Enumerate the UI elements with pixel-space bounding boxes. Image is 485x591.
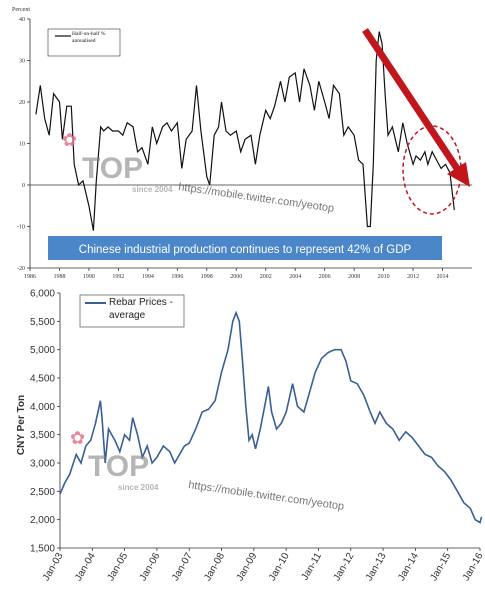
- watermark-logo-text: TOP: [82, 152, 143, 185]
- bottom-x-tick-label: Jan-04: [73, 551, 98, 583]
- decline-callout-ellipse: [402, 125, 462, 215]
- top-legend-box: [47, 28, 121, 57]
- top-y-tick-label: 20: [19, 100, 25, 106]
- top-x-tick-label: 2006: [319, 274, 331, 280]
- top-x-tick-label: 1994: [142, 274, 154, 280]
- watermark-logo-sub: since 2004: [118, 483, 159, 492]
- bottom-series-line: [59, 310, 483, 524]
- top-x-tick-label: 1996: [171, 274, 183, 280]
- top-legend-label: Half-on-half % annualised: [72, 31, 106, 44]
- top-x-tick-label: 2010: [378, 274, 390, 280]
- bottom-x-tick-label: Jan-05: [105, 551, 130, 583]
- top-x-tick-label: 2014: [437, 274, 449, 280]
- top-x-tick-label: 1986: [24, 274, 36, 280]
- top-legend-label-wrap: Half-on-half % annualised: [72, 31, 106, 44]
- bottom-y-tick-label: 1,500: [30, 544, 55, 555]
- top-series-line: [35, 31, 455, 231]
- top-x-tick-label: 2004: [289, 274, 301, 280]
- watermark-top: ✿ TOP since 2004 https://mobile.twitter.…: [62, 130, 335, 215]
- top-x-tick-label: 2008: [348, 274, 360, 280]
- bottom-y-tick-label: 2,000: [30, 515, 55, 526]
- bottom-x-tick-label: Jan-13: [364, 551, 389, 583]
- bottom-x-tick-label: Jan-12: [332, 551, 357, 583]
- top-x-tick-label: 1990: [83, 274, 95, 280]
- watermark-flower-icon: ✿: [62, 130, 77, 151]
- bottom-x-tick-label: Jan-14: [396, 551, 421, 583]
- watermark-logo-text: TOP: [88, 450, 149, 483]
- bottom-x-tick-label: Jan-09: [235, 551, 260, 583]
- watermark-url: https://mobile.twitter.com/yeotop: [178, 181, 335, 215]
- watermark-url: https://mobile.twitter.com/yeotop: [188, 479, 345, 513]
- top-y-tick-label: 30: [19, 59, 25, 65]
- decline-arrow-head: [447, 162, 470, 187]
- bottom-legend-box: [79, 294, 185, 328]
- bottom-x-tick-label: Jan-06: [138, 551, 163, 583]
- bottom-chart: CNY Per Ton 6,000 5,500 5,000 4,500 4,000 3,5…: [16, 289, 485, 583]
- bottom-x-tick-label: Jan-11: [300, 551, 325, 583]
- top-y-tick-label: -10: [17, 225, 25, 231]
- bottom-legend-label-wrap: Rebar Prices - average: [109, 297, 173, 321]
- annotation-banner-text: Chinese industrial production continues …: [79, 244, 412, 256]
- bottom-x-tick-label: Jan-16: [461, 551, 485, 583]
- top-x-tick-label: 1992: [112, 274, 124, 280]
- bottom-y-tick-label: 4,000: [30, 402, 55, 413]
- top-y-tick-label: -20: [17, 266, 25, 272]
- top-x-tick-label: 2012: [407, 274, 419, 280]
- bottom-x-tick-label: Jan-10: [267, 551, 292, 583]
- top-y-tick-label: 10: [19, 142, 25, 148]
- bottom-x-tick-label: Jan-08: [202, 551, 227, 583]
- top-x-tick-label: 1988: [53, 274, 65, 280]
- bottom-legend-label: Rebar Prices - average: [109, 297, 173, 321]
- bottom-y-tick-label: 3,500: [30, 430, 55, 441]
- bottom-y-ticks: 6,000 5,500 5,000 4,500 4,000 3,500 3,000 2,500…: [30, 289, 60, 555]
- decline-arrow: [362, 28, 470, 187]
- annotation-banner: [48, 236, 442, 260]
- top-x-tick-label: 2002: [260, 274, 272, 280]
- bottom-x-ticks: Jan-03 Jan-04 Jan-05 Jan-06 Jan-07 Jan-08 Jan-…: [41, 548, 485, 583]
- bottom-x-tick-label: Jan-07: [170, 551, 195, 583]
- bottom-y-tick-label: 5,000: [30, 345, 55, 356]
- watermark-logo-sub: since 2004: [132, 185, 173, 194]
- bottom-y-tick-label: 6,000: [30, 289, 55, 300]
- top-y-axis-label: Percent: [12, 7, 30, 13]
- top-y-tick-label: 40: [19, 17, 25, 23]
- watermark-flower-icon: ✿: [70, 428, 85, 449]
- top-y-ticks: 40 30 20 10 0 -10 -20: [17, 17, 30, 272]
- bottom-y-axis-label: CNY Per Ton: [16, 395, 27, 455]
- decline-arrow-shaft: [362, 28, 461, 172]
- bottom-y-tick-label: 2,500: [30, 487, 55, 498]
- watermark-bottom: ✿ TOP since 2004 https://mobile.twitter.…: [70, 428, 345, 513]
- top-x-tick-label: 1998: [201, 274, 213, 280]
- bottom-y-tick-label: 4,500: [30, 374, 55, 385]
- bottom-x-tick-label: Jan-03: [41, 551, 66, 583]
- top-x-tick-label: 2000: [230, 274, 242, 280]
- bottom-y-tick-label: 3,000: [30, 459, 55, 470]
- top-x-ticks: 1986 1988 1990 1992 1994 1996 1998 2000 2002 2004…: [24, 268, 449, 280]
- bottom-y-tick-label: 5,500: [30, 317, 55, 328]
- bottom-x-tick-label: Jan-15: [428, 551, 453, 583]
- top-y-tick-label: 0: [22, 183, 25, 189]
